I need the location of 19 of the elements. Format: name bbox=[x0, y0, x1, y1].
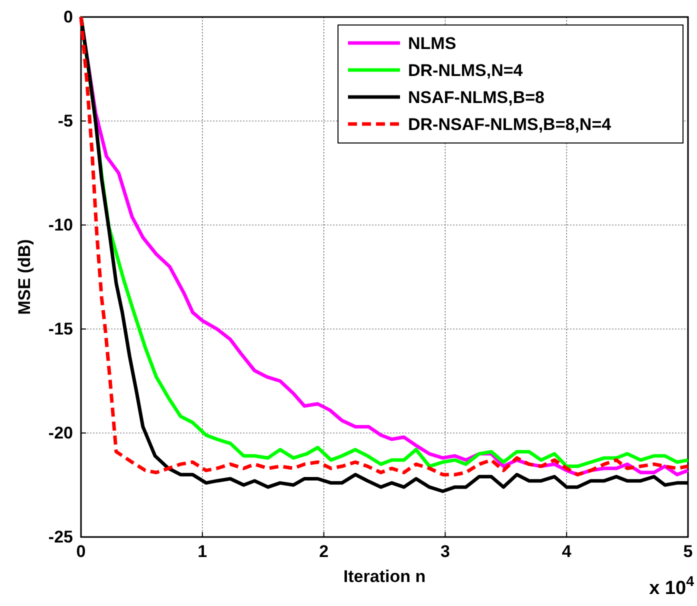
legend-label: DR-NSAF-NLMS,B=8,N=4 bbox=[408, 115, 612, 134]
x-tick-label: 2 bbox=[319, 542, 329, 562]
y-tick-label: 0 bbox=[64, 7, 73, 26]
x-tick-label: 0 bbox=[76, 542, 86, 562]
y-tick-label: -10 bbox=[48, 215, 73, 234]
x-tick-label: 3 bbox=[440, 542, 450, 562]
x-tick-label: 1 bbox=[198, 542, 208, 562]
x-tick-label: 5 bbox=[683, 542, 693, 562]
y-tick-label: -20 bbox=[48, 423, 73, 442]
text: x 10$^{4}$ bbox=[649, 574, 694, 599]
y-tick-label: -5 bbox=[58, 111, 73, 130]
x-axis-title: Iteration n bbox=[343, 567, 426, 586]
legend-label: NLMS bbox=[408, 34, 456, 53]
y-tick-label: -15 bbox=[48, 319, 73, 338]
y-axis-title: MSE (dB) bbox=[15, 239, 34, 315]
legend-label: DR-NLMS,N=4 bbox=[408, 61, 524, 80]
x-tick-label: 4 bbox=[562, 542, 572, 562]
y-tick-label: -25 bbox=[48, 527, 73, 546]
legend-label: NSAF-NLMS,B=8 bbox=[408, 88, 544, 107]
